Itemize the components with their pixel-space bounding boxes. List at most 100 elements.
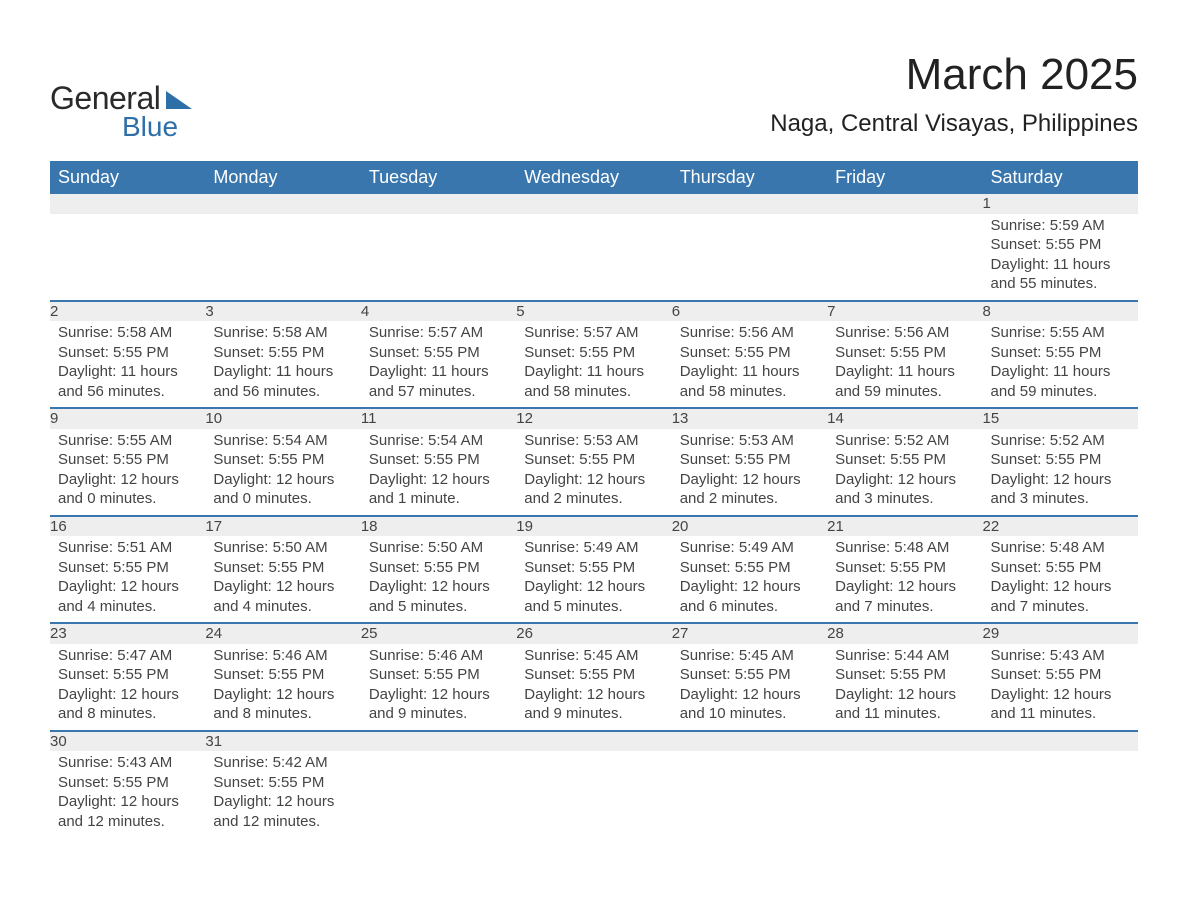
day-line: Sunset: 5:55 PM bbox=[680, 450, 819, 470]
day-line: and 7 minutes. bbox=[835, 597, 974, 617]
day-detail: Sunrise: 5:54 AMSunset: 5:55 PMDaylight:… bbox=[205, 429, 360, 516]
day-line: Sunset: 5:55 PM bbox=[213, 665, 352, 685]
day-line: Sunset: 5:55 PM bbox=[680, 558, 819, 578]
day-detail: Sunrise: 5:45 AMSunset: 5:55 PMDaylight:… bbox=[516, 644, 671, 731]
day-line: Sunset: 5:55 PM bbox=[835, 450, 974, 470]
day-line: Daylight: 12 hours bbox=[213, 792, 352, 812]
day-line: Sunrise: 5:55 AM bbox=[58, 431, 197, 451]
day-line: and 58 minutes. bbox=[524, 382, 663, 402]
month-title: March 2025 bbox=[770, 50, 1138, 100]
day-line: Sunrise: 5:58 AM bbox=[58, 323, 197, 343]
day-detail: Sunrise: 5:52 AMSunset: 5:55 PMDaylight:… bbox=[827, 429, 982, 516]
day-line: Sunrise: 5:48 AM bbox=[835, 538, 974, 558]
day-detail: Sunrise: 5:55 AMSunset: 5:55 PMDaylight:… bbox=[50, 429, 205, 516]
day-line: Daylight: 12 hours bbox=[213, 685, 352, 705]
day-line: Sunrise: 5:42 AM bbox=[213, 753, 352, 773]
day-number: 12 bbox=[516, 408, 671, 429]
day-number: 15 bbox=[983, 408, 1138, 429]
week-detail-row: Sunrise: 5:58 AMSunset: 5:55 PMDaylight:… bbox=[50, 321, 1138, 408]
day-line: Daylight: 11 hours bbox=[835, 362, 974, 382]
day-line: and 2 minutes. bbox=[524, 489, 663, 509]
day-number: 28 bbox=[827, 623, 982, 644]
day-line: and 2 minutes. bbox=[680, 489, 819, 509]
day-line: Daylight: 12 hours bbox=[369, 577, 508, 597]
day-line: Daylight: 12 hours bbox=[991, 685, 1130, 705]
header: General Blue March 2025 Naga, Central Vi… bbox=[50, 50, 1138, 143]
day-line: Sunset: 5:55 PM bbox=[524, 343, 663, 363]
day-detail: Sunrise: 5:45 AMSunset: 5:55 PMDaylight:… bbox=[672, 644, 827, 731]
day-line: Sunset: 5:55 PM bbox=[58, 773, 197, 793]
day-line: Sunrise: 5:56 AM bbox=[835, 323, 974, 343]
day-line: and 5 minutes. bbox=[369, 597, 508, 617]
day-line: and 3 minutes. bbox=[991, 489, 1130, 509]
day-line: and 56 minutes. bbox=[58, 382, 197, 402]
day-number bbox=[205, 194, 360, 214]
day-line: Daylight: 12 hours bbox=[524, 470, 663, 490]
day-number: 8 bbox=[983, 301, 1138, 322]
day-line: and 55 minutes. bbox=[991, 274, 1130, 294]
logo: General Blue bbox=[50, 80, 192, 143]
logo-text-blue: Blue bbox=[122, 111, 192, 143]
day-number: 29 bbox=[983, 623, 1138, 644]
day-line: Daylight: 12 hours bbox=[524, 577, 663, 597]
day-line: Sunrise: 5:57 AM bbox=[524, 323, 663, 343]
day-header: Monday bbox=[205, 161, 360, 194]
week-detail-row: Sunrise: 5:47 AMSunset: 5:55 PMDaylight:… bbox=[50, 644, 1138, 731]
day-line: Sunrise: 5:54 AM bbox=[213, 431, 352, 451]
day-line: Sunset: 5:55 PM bbox=[213, 343, 352, 363]
day-number: 20 bbox=[672, 516, 827, 537]
day-number bbox=[50, 194, 205, 214]
day-line: Daylight: 12 hours bbox=[835, 685, 974, 705]
day-line: Sunrise: 5:55 AM bbox=[991, 323, 1130, 343]
day-line: Sunrise: 5:59 AM bbox=[991, 216, 1130, 236]
day-detail: Sunrise: 5:58 AMSunset: 5:55 PMDaylight:… bbox=[50, 321, 205, 408]
day-number bbox=[672, 731, 827, 752]
day-number: 11 bbox=[361, 408, 516, 429]
day-line: and 1 minute. bbox=[369, 489, 508, 509]
day-line: and 4 minutes. bbox=[58, 597, 197, 617]
day-number: 30 bbox=[50, 731, 205, 752]
day-line: Daylight: 12 hours bbox=[680, 470, 819, 490]
day-line: Sunset: 5:55 PM bbox=[58, 343, 197, 363]
day-detail: Sunrise: 5:56 AMSunset: 5:55 PMDaylight:… bbox=[827, 321, 982, 408]
day-number: 16 bbox=[50, 516, 205, 537]
day-line: and 8 minutes. bbox=[213, 704, 352, 724]
day-line: and 59 minutes. bbox=[991, 382, 1130, 402]
day-header-row: Sunday Monday Tuesday Wednesday Thursday… bbox=[50, 161, 1138, 194]
day-detail: Sunrise: 5:59 AMSunset: 5:55 PMDaylight:… bbox=[983, 214, 1138, 301]
day-line: Daylight: 12 hours bbox=[524, 685, 663, 705]
day-number bbox=[361, 731, 516, 752]
day-number: 25 bbox=[361, 623, 516, 644]
day-detail: Sunrise: 5:44 AMSunset: 5:55 PMDaylight:… bbox=[827, 644, 982, 731]
day-line: Daylight: 12 hours bbox=[680, 685, 819, 705]
day-detail: Sunrise: 5:54 AMSunset: 5:55 PMDaylight:… bbox=[361, 429, 516, 516]
day-line: Sunrise: 5:47 AM bbox=[58, 646, 197, 666]
day-line: Sunrise: 5:53 AM bbox=[680, 431, 819, 451]
day-line: Sunset: 5:55 PM bbox=[991, 450, 1130, 470]
day-line: Daylight: 11 hours bbox=[680, 362, 819, 382]
day-line: and 5 minutes. bbox=[524, 597, 663, 617]
day-line: Sunrise: 5:58 AM bbox=[213, 323, 352, 343]
day-detail: Sunrise: 5:50 AMSunset: 5:55 PMDaylight:… bbox=[361, 536, 516, 623]
day-line: Daylight: 12 hours bbox=[58, 577, 197, 597]
day-line: Sunset: 5:55 PM bbox=[58, 665, 197, 685]
day-detail: Sunrise: 5:58 AMSunset: 5:55 PMDaylight:… bbox=[205, 321, 360, 408]
day-line: Daylight: 12 hours bbox=[835, 470, 974, 490]
week-detail-row: Sunrise: 5:59 AMSunset: 5:55 PMDaylight:… bbox=[50, 214, 1138, 301]
day-line: Sunrise: 5:43 AM bbox=[991, 646, 1130, 666]
day-detail: Sunrise: 5:49 AMSunset: 5:55 PMDaylight:… bbox=[672, 536, 827, 623]
day-line: and 56 minutes. bbox=[213, 382, 352, 402]
day-line: Sunset: 5:55 PM bbox=[369, 665, 508, 685]
day-number: 6 bbox=[672, 301, 827, 322]
day-line: Daylight: 12 hours bbox=[835, 577, 974, 597]
day-number: 26 bbox=[516, 623, 671, 644]
day-line: Sunset: 5:55 PM bbox=[680, 343, 819, 363]
day-line: Daylight: 12 hours bbox=[58, 685, 197, 705]
day-number: 23 bbox=[50, 623, 205, 644]
day-line: Sunrise: 5:48 AM bbox=[991, 538, 1130, 558]
day-number: 4 bbox=[361, 301, 516, 322]
day-number bbox=[361, 194, 516, 214]
day-number: 21 bbox=[827, 516, 982, 537]
day-line: Daylight: 12 hours bbox=[58, 792, 197, 812]
week-daynum-row: 9101112131415 bbox=[50, 408, 1138, 429]
